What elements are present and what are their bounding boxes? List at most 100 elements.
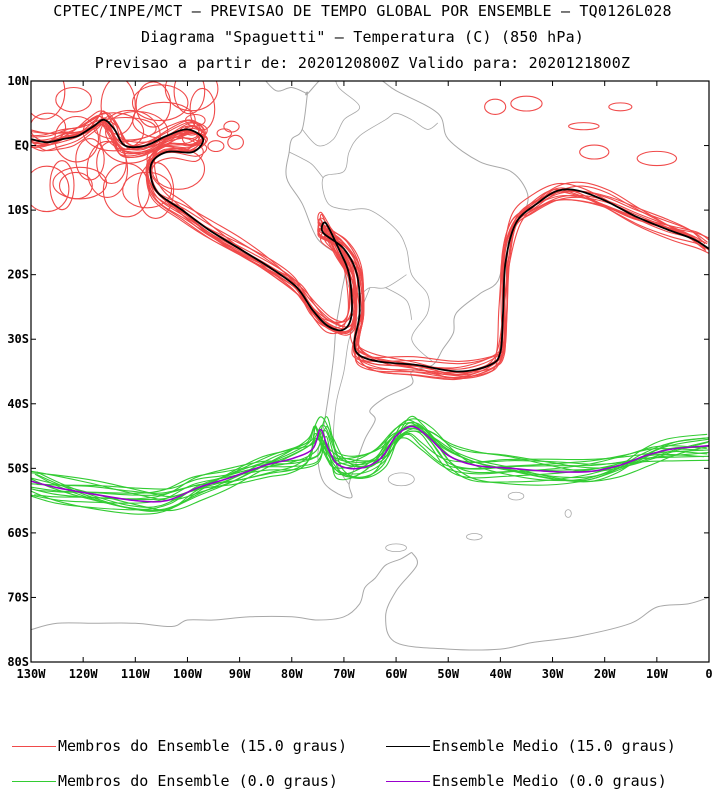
- ensemble-member-15-cell: [216, 128, 233, 139]
- lon-tick-label: 110W: [121, 667, 151, 681]
- chart-title-line1: CPTEC/INPE/MCT – PREVISAO DE TEMPO GLOBA…: [53, 2, 672, 20]
- ensemble-member-0-contour: [31, 427, 708, 511]
- lon-tick-label: 30W: [542, 667, 564, 681]
- ensemble-member-15-cell: [58, 171, 93, 200]
- lon-tick-label: 80W: [281, 667, 303, 681]
- lat-tick-label: EQ: [15, 139, 29, 153]
- lat-tick-label: 60S: [7, 526, 29, 540]
- ensemble-member-15-contour: [35, 110, 709, 376]
- south-america-coastline: [285, 81, 529, 499]
- ensemble-member-15-cell: [510, 95, 543, 112]
- ensemble-member-15-cell: [137, 162, 175, 219]
- ensemble-member-15-cell: [227, 134, 244, 150]
- ensemble-member-15-contour: [31, 122, 706, 379]
- ensemble-member-15-cell: [579, 144, 610, 160]
- ensemble-member-15-cell: [636, 150, 678, 167]
- lon-tick-label: 90W: [229, 667, 251, 681]
- ensemble-member-15-cell: [181, 130, 200, 146]
- ensemble-member-0-contour: [36, 426, 709, 494]
- ensemble-member-15-cell: [484, 98, 507, 115]
- lon-axis: 130W 120W 110W 100W 90W 80W 70W 60W 50W 40W 30W 20W…: [17, 81, 713, 681]
- ensemble-member-15-cell: [135, 81, 172, 128]
- legend-label-members-15: Membros do Ensemble (15.0 graus): [58, 737, 347, 755]
- legend-item-members-15: Membros do Ensemble (15.0 graus): [12, 737, 347, 755]
- legend-item-members-0: Membros do Ensemble (0.0 graus): [12, 772, 338, 790]
- ensemble-member-0-contour: [31, 416, 708, 498]
- lon-tick-label: 70W: [333, 667, 355, 681]
- ensemble-member-15-cell: [31, 81, 66, 120]
- lat-tick-label: 40S: [7, 397, 29, 411]
- ensemble-mean-15-contour: [31, 118, 709, 373]
- lat-tick-label: 70S: [7, 590, 29, 604]
- legend-label-members-0: Membros do Ensemble (0.0 graus): [58, 772, 338, 790]
- central-america-coastline: [265, 81, 308, 95]
- ensemble-member-0-contour: [31, 426, 709, 490]
- legend-swatch-mean-15: [386, 746, 430, 747]
- ensemble-member-15-cell: [132, 101, 196, 139]
- weddell-sea-coastline: [385, 552, 709, 651]
- lon-tick-label: 20W: [594, 667, 616, 681]
- lat-tick-label: 10S: [7, 203, 29, 217]
- legend-swatch-members-0: [12, 781, 56, 782]
- lat-tick-label: 80S: [7, 655, 29, 669]
- island-outline: [387, 472, 415, 487]
- country-border: [349, 208, 433, 363]
- chart-title-line3: Previsao a partir de: 2020120800Z Valido…: [94, 54, 631, 72]
- legend-item-mean-15: Ensemble Medio (15.0 graus): [386, 737, 676, 755]
- island-outline: [466, 533, 483, 541]
- island-outline: [507, 491, 525, 501]
- island-outline: [564, 509, 572, 518]
- ensemble-member-15-cell: [189, 87, 216, 131]
- plot-frame: [30, 80, 710, 663]
- ensemble-member-15-cell: [93, 116, 157, 141]
- legend-swatch-members-15: [12, 746, 56, 747]
- country-border: [343, 261, 407, 295]
- ensemble-member-15-contour: [31, 120, 706, 381]
- legend-swatch-mean-0: [386, 781, 430, 782]
- ensemble-member-15-cell: [99, 109, 161, 164]
- ensemble-member-0-contour: [31, 424, 709, 512]
- ensemble-member-15-cell: [49, 160, 75, 211]
- ensemble-member-15-cell: [75, 138, 105, 181]
- ensemble-member-0-contour: [34, 419, 709, 511]
- lon-tick-label: 100W: [173, 667, 203, 681]
- legend-item-mean-0: Ensemble Medio (0.0 graus): [386, 772, 667, 790]
- ensemble-member-0-contour: [31, 421, 706, 500]
- lon-tick-label: 40W: [490, 667, 512, 681]
- country-border: [301, 81, 360, 147]
- ensemble-member-15-contour: [31, 120, 707, 374]
- ensemble-mean-0-contour: [31, 425, 709, 503]
- ensemble-member-15-contour: [31, 123, 707, 376]
- chart-title-line2: Diagrama "Spaguetti" – Temperatura (C) (…: [140, 28, 585, 46]
- ensemble-member-15-cell: [173, 81, 206, 115]
- ensemble-member-15-cell: [54, 115, 100, 163]
- lat-tick-label: 50S: [7, 461, 29, 475]
- legend-label-mean-15: Ensemble Medio (15.0 graus): [432, 737, 676, 755]
- lat-tick-label: 20S: [7, 268, 29, 282]
- legend-label-mean-0: Ensemble Medio (0.0 graus): [432, 772, 667, 790]
- lat-tick-label: 30S: [7, 332, 29, 346]
- lon-tick-label: 10W: [646, 667, 668, 681]
- ensemble-member-15-contour: [33, 120, 709, 377]
- island-outline: [385, 543, 407, 553]
- ensemble-member-15-cell: [52, 166, 108, 200]
- lon-tick-label: 50W: [437, 667, 459, 681]
- ensemble-member-15-cell: [31, 165, 70, 213]
- ensemble-member-15-cell: [82, 112, 145, 152]
- ensemble-member-15-cell: [55, 86, 92, 113]
- ensemble-member-0-contour: [31, 424, 704, 494]
- antarctica-coastline: [31, 551, 412, 631]
- ensemble-member-15-cell: [86, 140, 129, 198]
- ensemble-member-15-cell: [223, 120, 240, 133]
- lon-tick-label: 0: [705, 667, 712, 681]
- ensemble-member-15-cell: [568, 122, 600, 131]
- ensemble-member-15-cell: [608, 102, 633, 112]
- country-border: [321, 112, 439, 211]
- ensemble-members-15-layer: [31, 81, 709, 381]
- ensemble-member-15-cell: [131, 84, 189, 122]
- lat-tick-label: 10N: [7, 74, 29, 88]
- ensemble-member-15-cell: [151, 147, 206, 190]
- lon-tick-label: 130W: [17, 667, 47, 681]
- ensemble-member-15-cell: [164, 81, 219, 112]
